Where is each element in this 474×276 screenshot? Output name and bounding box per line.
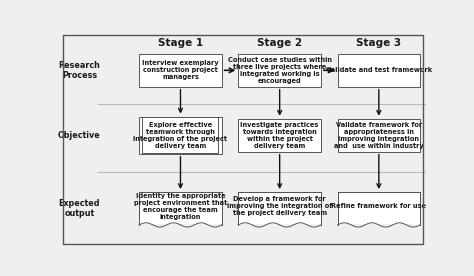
Text: Conduct case studies within
three live projects where
integrated working is
enco: Conduct case studies within three live p… [228,57,332,84]
FancyBboxPatch shape [139,116,222,154]
Text: Refine framework for use: Refine framework for use [331,203,426,209]
FancyBboxPatch shape [238,119,321,152]
FancyBboxPatch shape [337,54,420,87]
Text: Validate and test framework: Validate and test framework [326,67,432,73]
FancyBboxPatch shape [139,224,222,230]
FancyBboxPatch shape [238,54,321,87]
FancyBboxPatch shape [238,192,321,225]
Text: Explore effective
teamwork through
integration of the project
delivery team: Explore effective teamwork through integ… [134,122,228,149]
FancyBboxPatch shape [139,54,222,87]
FancyBboxPatch shape [337,224,420,230]
Text: Interview exemplary
construction project
managers: Interview exemplary construction project… [142,60,219,80]
Text: Identity the appropriate
project environment that
encourage the team
integration: Identity the appropriate project environ… [134,193,227,220]
Text: Stage 2: Stage 2 [257,38,302,48]
FancyBboxPatch shape [337,192,420,225]
FancyBboxPatch shape [238,224,321,230]
Text: Investigate practices
towards integration
within the project
delivery team: Investigate practices towards integratio… [240,122,319,149]
Text: Stage 1: Stage 1 [158,38,203,48]
FancyBboxPatch shape [337,119,420,152]
Text: Objective: Objective [58,131,101,140]
Text: Develop a framework for
improving the integration of
the project delivery team: Develop a framework for improving the in… [227,196,332,216]
Text: Validate framework for
appropriateness in
improving integration
and  use within : Validate framework for appropriateness i… [334,122,424,149]
Text: Research
Process: Research Process [58,61,100,80]
FancyBboxPatch shape [139,192,222,225]
Text: Stage 3: Stage 3 [356,38,401,48]
Text: Expected
output: Expected output [59,199,100,218]
